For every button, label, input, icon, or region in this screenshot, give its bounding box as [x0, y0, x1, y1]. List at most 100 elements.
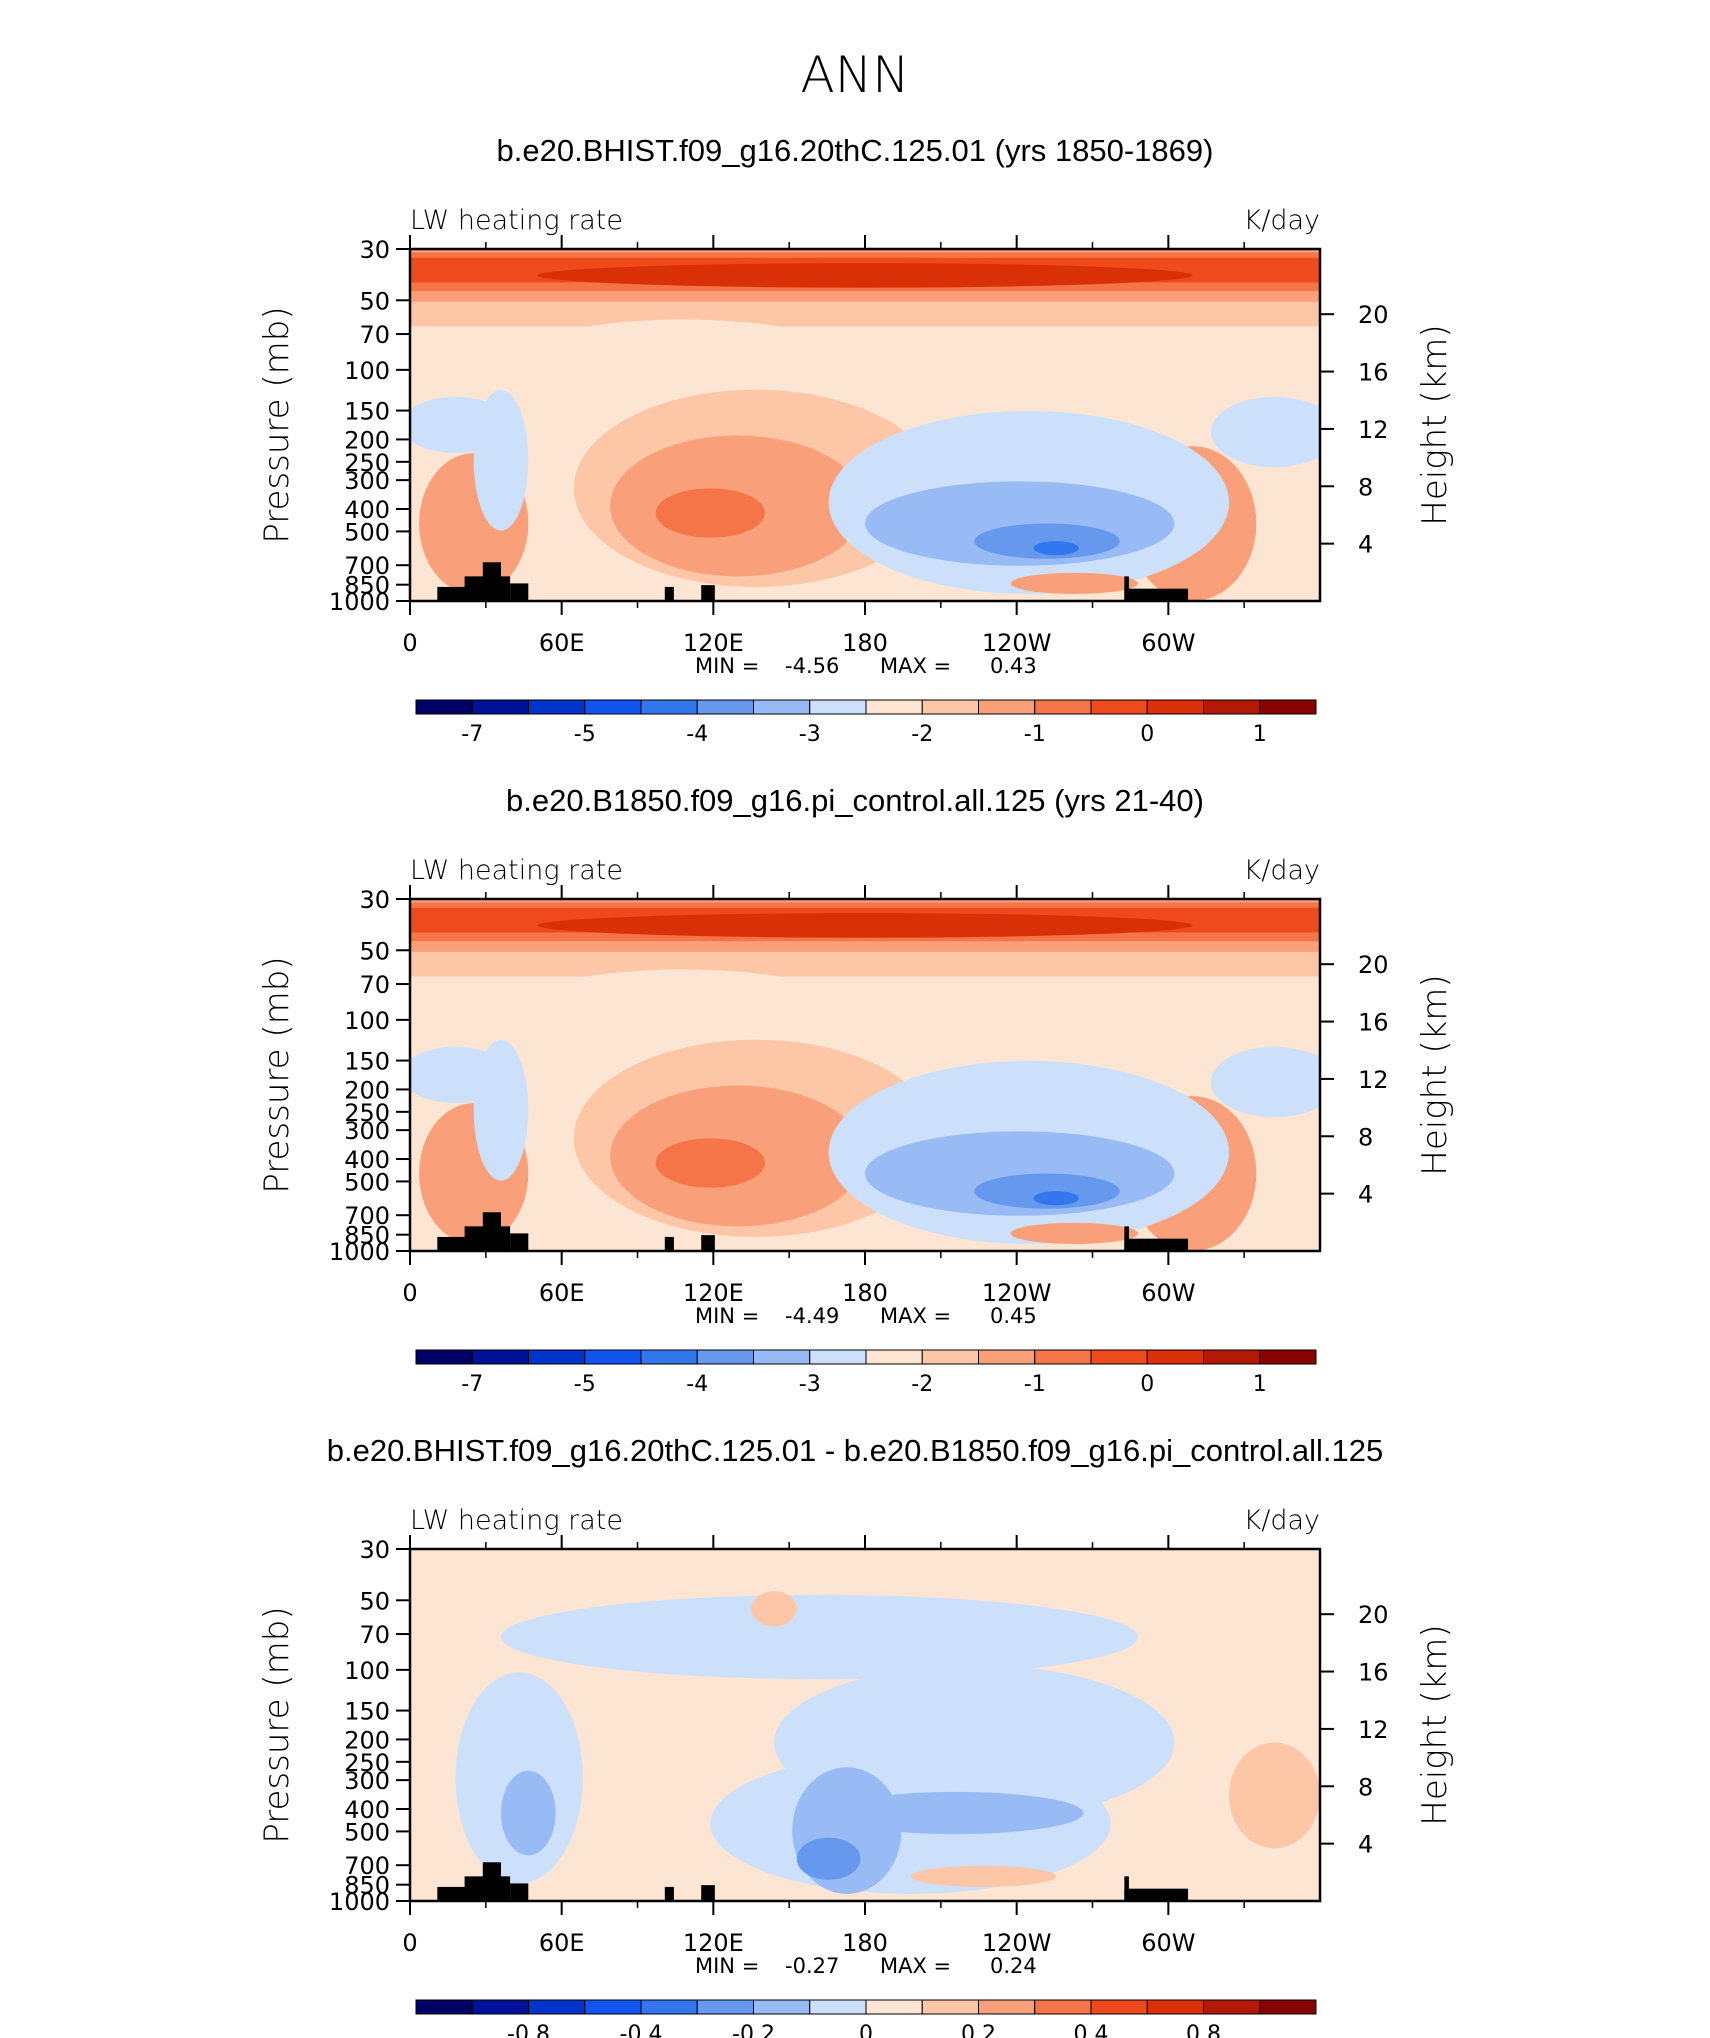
colorbar-swatch: [753, 1999, 811, 2015]
pressure-tick-label: 1000: [329, 1238, 390, 1266]
pressure-tick-label: 300: [344, 1767, 390, 1795]
height-tick-label: 12: [1358, 1716, 1389, 1744]
units-label: K/day: [1244, 205, 1320, 236]
colorbar-swatch: [640, 1999, 698, 2015]
colorbar-swatch: [865, 1999, 923, 2015]
colorbar-label: 1: [1253, 1372, 1267, 1397]
contour-region: [1010, 572, 1138, 594]
pressure-tick-label: 70: [359, 971, 390, 999]
pressure-tick-label: 850: [344, 1222, 390, 1250]
max-label: MAX =: [880, 1304, 951, 1328]
colorbar-swatch: [753, 1349, 811, 1365]
height-tick-label: 16: [1358, 1659, 1389, 1687]
contour-region: [537, 263, 1193, 288]
pressure-tick-label: 50: [359, 1587, 390, 1615]
colorbar-swatch: [415, 699, 473, 715]
colorbar-swatch: [696, 1999, 754, 2015]
pressure-tick-label: 150: [344, 398, 390, 426]
contour-region: [910, 1865, 1057, 1887]
figure-title: ANN: [800, 46, 909, 104]
min-value: -0.27: [785, 1954, 839, 1978]
contour-region: [473, 1039, 529, 1181]
colorbar-swatch: [528, 699, 586, 715]
contour-region: [1210, 1046, 1320, 1118]
lon-tick-label: 60E: [539, 1279, 585, 1307]
topography: [437, 586, 474, 601]
colorbar-label: -2: [911, 1372, 933, 1397]
pressure-tick-label: 30: [359, 1536, 390, 1564]
lon-tick-label: 60W: [1141, 1929, 1195, 1957]
height-tick-label: 4: [1358, 531, 1373, 559]
contour-region: [655, 1138, 765, 1188]
colorbar-label: -3: [799, 722, 821, 747]
colorbar-swatch: [1146, 1349, 1204, 1365]
colorbar-swatch: [1259, 1349, 1317, 1365]
colorbar-swatch: [584, 699, 642, 715]
pressure-tick-label: 70: [359, 1621, 390, 1649]
topography: [437, 1236, 474, 1251]
y-axis-label: Pressure (mb): [257, 956, 297, 1193]
height-tick-label: 8: [1358, 473, 1373, 501]
colorbar-swatch: [921, 1349, 979, 1365]
pressure-tick-label: 400: [344, 1146, 390, 1174]
colorbar-label: 1: [1253, 722, 1267, 747]
pressure-tick-label: 300: [344, 467, 390, 495]
height-tick-label: 8: [1358, 1773, 1373, 1801]
panel-title: b.e20.BHIST.f09_g16.20thC.125.01 - b.e20…: [327, 1433, 1384, 1468]
colorbar-swatch: [1203, 699, 1261, 715]
pressure-tick-label: 400: [344, 1796, 390, 1824]
lon-tick-label: 120E: [683, 629, 744, 657]
colorbar-label: -5: [574, 1372, 596, 1397]
topography: [510, 1883, 529, 1901]
contour-region: [537, 913, 1193, 938]
colorbar-swatch: [865, 1349, 923, 1365]
colorbar-swatch: [415, 1999, 473, 2015]
colorbar: -7 -5 -4 -3 -2 -1 0 1: [415, 1349, 1317, 1397]
colorbar-label: -4: [686, 722, 708, 747]
topography: [1124, 1226, 1129, 1251]
topography: [482, 1212, 501, 1251]
pressure-tick-label: 400: [344, 496, 390, 524]
colorbar-swatch: [1090, 1999, 1148, 2015]
lon-tick-label: 120W: [982, 1929, 1052, 1957]
colorbar-swatch: [921, 699, 979, 715]
topography: [664, 586, 674, 601]
lon-tick-label: 180: [842, 629, 888, 657]
colorbar-swatch: [809, 699, 867, 715]
lon-tick-label: 0: [402, 629, 417, 657]
max-label: MAX =: [880, 654, 951, 678]
pressure-tick-label: 850: [344, 1872, 390, 1900]
colorbar-swatch: [696, 699, 754, 715]
colorbar-swatch: [1034, 1999, 1092, 2015]
contour-region: [828, 1791, 1084, 1835]
colorbar-swatch: [1259, 699, 1317, 715]
variable-label: LW heating rate: [410, 855, 623, 886]
pressure-tick-label: 1000: [329, 1888, 390, 1916]
lon-tick-label: 60W: [1141, 629, 1195, 657]
colorbar-swatch: [584, 1999, 642, 2015]
pressure-tick-label: 150: [344, 1048, 390, 1076]
colorbar-swatch: [753, 699, 811, 715]
colorbar-swatch: [640, 1349, 698, 1365]
colorbar-swatch: [471, 1999, 529, 2015]
pressure-tick-label: 50: [359, 287, 390, 315]
panel-title: b.e20.BHIST.f09_g16.20thC.125.01 (yrs 18…: [497, 133, 1214, 168]
colorbar: -7 -5 -4 -3 -2 -1 0 1: [415, 699, 1317, 747]
height-tick-label: 12: [1358, 416, 1389, 444]
topography: [1124, 588, 1189, 601]
topography: [437, 1886, 474, 1901]
contour-field: [410, 249, 1320, 601]
colorbar-label: -0.4: [620, 2022, 663, 2038]
colorbar-swatch: [1259, 1999, 1317, 2015]
colorbar-label: 0: [859, 2022, 873, 2038]
colorbar-swatch: [584, 1349, 642, 1365]
height-tick-label: 20: [1358, 301, 1389, 329]
units-label: K/day: [1244, 855, 1320, 886]
colorbar-label: 0.8: [1186, 2022, 1221, 2038]
contour-region: [501, 1770, 556, 1856]
contour-region: [974, 523, 1120, 559]
colorbar-label: 0.4: [1074, 2022, 1109, 2038]
colorbar-label: -0.2: [732, 2022, 775, 2038]
colorbar-swatch: [528, 1349, 586, 1365]
